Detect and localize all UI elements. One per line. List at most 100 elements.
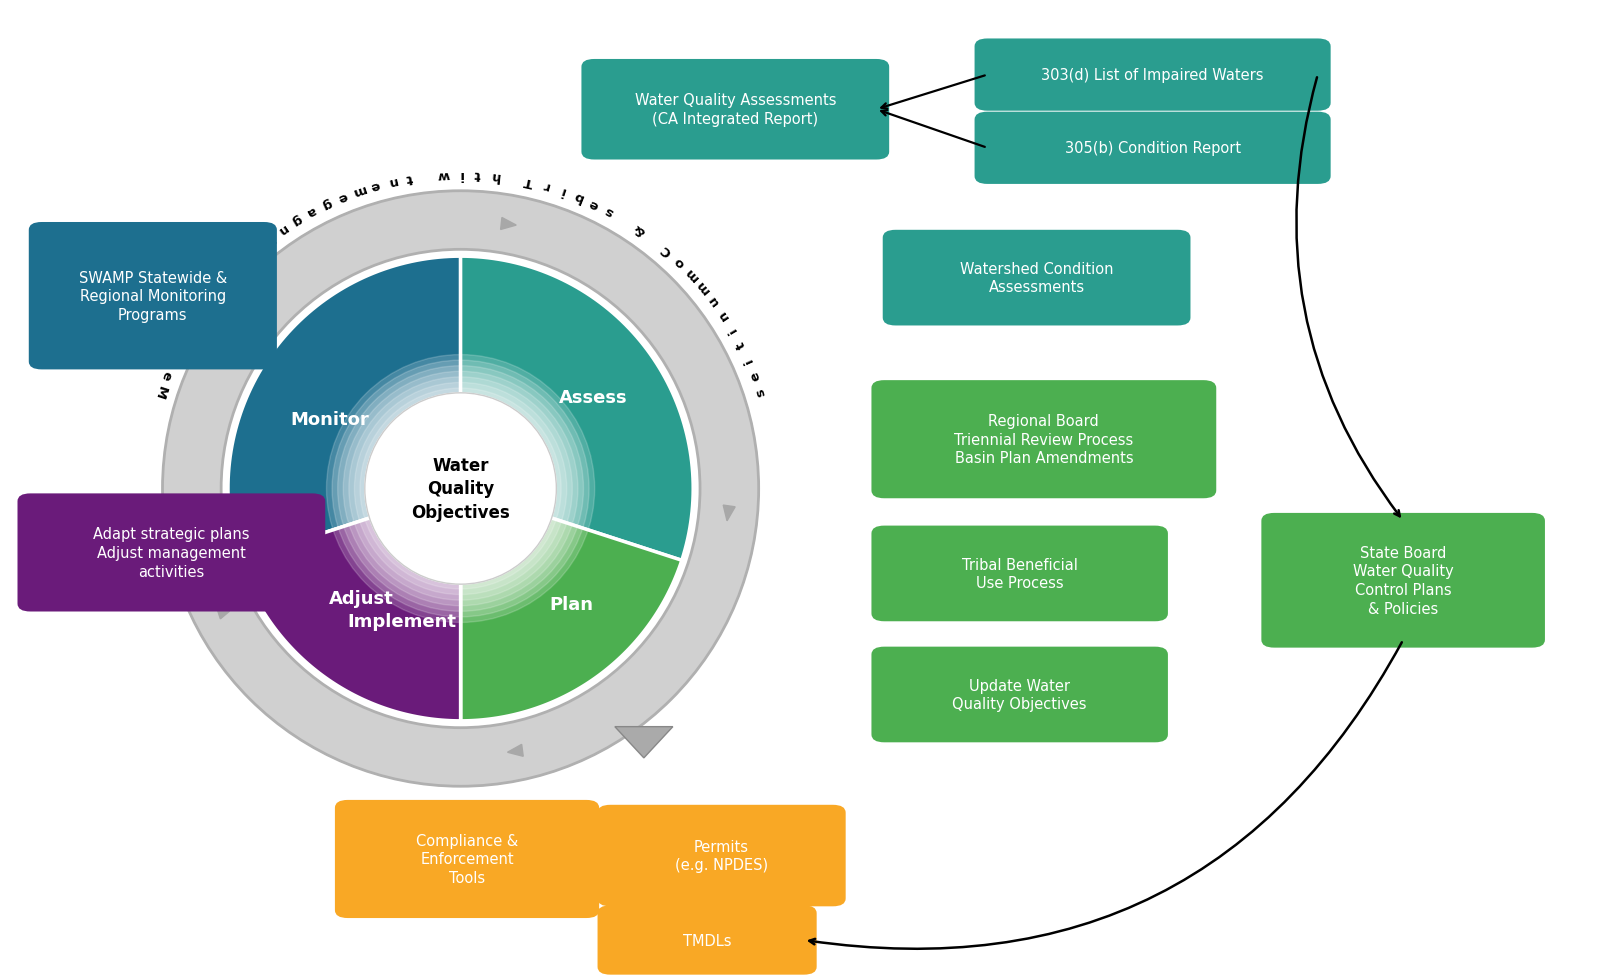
Text: e: e: [158, 369, 174, 382]
Text: Monitor: Monitor: [291, 411, 368, 429]
Text: Permits
(e.g. NPDES): Permits (e.g. NPDES): [675, 839, 768, 872]
Ellipse shape: [365, 393, 557, 585]
Ellipse shape: [394, 422, 528, 556]
Text: Water
Quality
Objectives: Water Quality Objectives: [412, 457, 510, 521]
Text: e: e: [587, 196, 600, 211]
FancyBboxPatch shape: [883, 231, 1191, 326]
Text: Assess: Assess: [558, 388, 628, 406]
Ellipse shape: [421, 450, 500, 528]
FancyBboxPatch shape: [597, 906, 817, 975]
FancyBboxPatch shape: [872, 526, 1169, 622]
FancyBboxPatch shape: [581, 60, 889, 160]
Text: n: n: [715, 307, 731, 322]
Text: w: w: [437, 167, 450, 181]
Polygon shape: [239, 489, 460, 721]
FancyBboxPatch shape: [1262, 513, 1545, 648]
Text: TMDLs: TMDLs: [683, 933, 731, 948]
FancyBboxPatch shape: [18, 494, 326, 612]
Polygon shape: [239, 489, 460, 721]
Text: C: C: [659, 243, 675, 258]
Text: Watershed Condition
Assessments: Watershed Condition Assessments: [960, 261, 1114, 295]
Ellipse shape: [439, 467, 483, 511]
Text: e: e: [370, 178, 381, 193]
FancyBboxPatch shape: [872, 380, 1217, 499]
Text: e: e: [336, 189, 349, 204]
Text: g: g: [200, 292, 216, 308]
Text: Adjust: Adjust: [329, 589, 394, 607]
Polygon shape: [211, 596, 226, 611]
Ellipse shape: [326, 355, 594, 623]
Ellipse shape: [399, 427, 521, 551]
Ellipse shape: [376, 405, 544, 573]
Text: E: E: [260, 232, 276, 247]
Text: i: i: [182, 324, 195, 334]
FancyBboxPatch shape: [336, 800, 599, 918]
Polygon shape: [615, 727, 673, 758]
Ellipse shape: [349, 378, 573, 600]
Ellipse shape: [455, 483, 466, 495]
Text: a: a: [165, 353, 181, 367]
Polygon shape: [460, 257, 692, 560]
Text: s: s: [754, 386, 768, 397]
Polygon shape: [228, 257, 460, 560]
Text: n: n: [173, 337, 189, 351]
Text: e: e: [747, 369, 763, 382]
Text: u: u: [221, 266, 237, 282]
Text: r: r: [541, 179, 550, 193]
Text: 305(b) Condition Report: 305(b) Condition Report: [1065, 141, 1241, 156]
Text: u: u: [705, 292, 721, 308]
Text: t: t: [405, 171, 413, 185]
Text: Update Water
Quality Objectives: Update Water Quality Objectives: [952, 678, 1086, 712]
Ellipse shape: [416, 444, 505, 534]
Ellipse shape: [366, 394, 555, 584]
Ellipse shape: [344, 372, 578, 606]
Text: State Board
Water Quality
Control Plans
& Policies: State Board Water Quality Control Plans …: [1353, 546, 1454, 616]
Polygon shape: [215, 603, 229, 619]
Ellipse shape: [337, 367, 584, 611]
FancyBboxPatch shape: [29, 223, 278, 370]
Polygon shape: [723, 506, 734, 521]
Text: g: g: [320, 196, 334, 211]
Text: SWAMP Statewide &
Regional Monitoring
Programs: SWAMP Statewide & Regional Monitoring Pr…: [79, 270, 228, 323]
FancyBboxPatch shape: [597, 805, 846, 907]
Text: m: m: [350, 183, 368, 200]
Text: m: m: [681, 264, 700, 284]
Text: f: f: [211, 281, 226, 293]
Text: Regional Board
Triennial Review Process
Basin Plan Amendments: Regional Board Triennial Review Process …: [954, 414, 1133, 466]
Text: b: b: [571, 189, 586, 204]
Text: Implement: Implement: [347, 612, 457, 630]
Ellipse shape: [428, 456, 494, 522]
Ellipse shape: [355, 383, 567, 595]
Ellipse shape: [163, 192, 759, 786]
Text: i: i: [558, 184, 567, 198]
Text: i: i: [741, 355, 755, 365]
Text: i: i: [726, 324, 739, 334]
Text: l: l: [236, 255, 249, 268]
Text: s: s: [604, 203, 617, 219]
Text: Tribal Beneficial
Use Process: Tribal Beneficial Use Process: [962, 557, 1078, 591]
Ellipse shape: [433, 461, 489, 517]
Text: &: &: [631, 221, 647, 238]
Ellipse shape: [449, 478, 471, 500]
Text: Water Quality Assessments
(CA Integrated Report): Water Quality Assessments (CA Integrated…: [634, 93, 836, 127]
Ellipse shape: [360, 388, 562, 590]
Text: n: n: [190, 307, 207, 322]
Text: T: T: [523, 174, 534, 189]
Text: g: g: [289, 212, 303, 228]
Text: o: o: [671, 254, 688, 270]
Text: M: M: [152, 383, 168, 400]
Ellipse shape: [405, 433, 516, 545]
Ellipse shape: [444, 472, 478, 506]
FancyBboxPatch shape: [975, 112, 1330, 185]
Text: i: i: [458, 167, 463, 181]
Text: Compliance &
Enforcement
Tools: Compliance & Enforcement Tools: [416, 833, 518, 885]
Text: h: h: [489, 169, 500, 183]
Ellipse shape: [221, 250, 700, 728]
FancyBboxPatch shape: [975, 39, 1330, 111]
Text: n: n: [386, 174, 399, 189]
FancyBboxPatch shape: [872, 647, 1169, 742]
Text: a: a: [305, 203, 318, 219]
Ellipse shape: [332, 361, 589, 617]
Text: t: t: [734, 338, 747, 350]
Ellipse shape: [387, 417, 533, 561]
